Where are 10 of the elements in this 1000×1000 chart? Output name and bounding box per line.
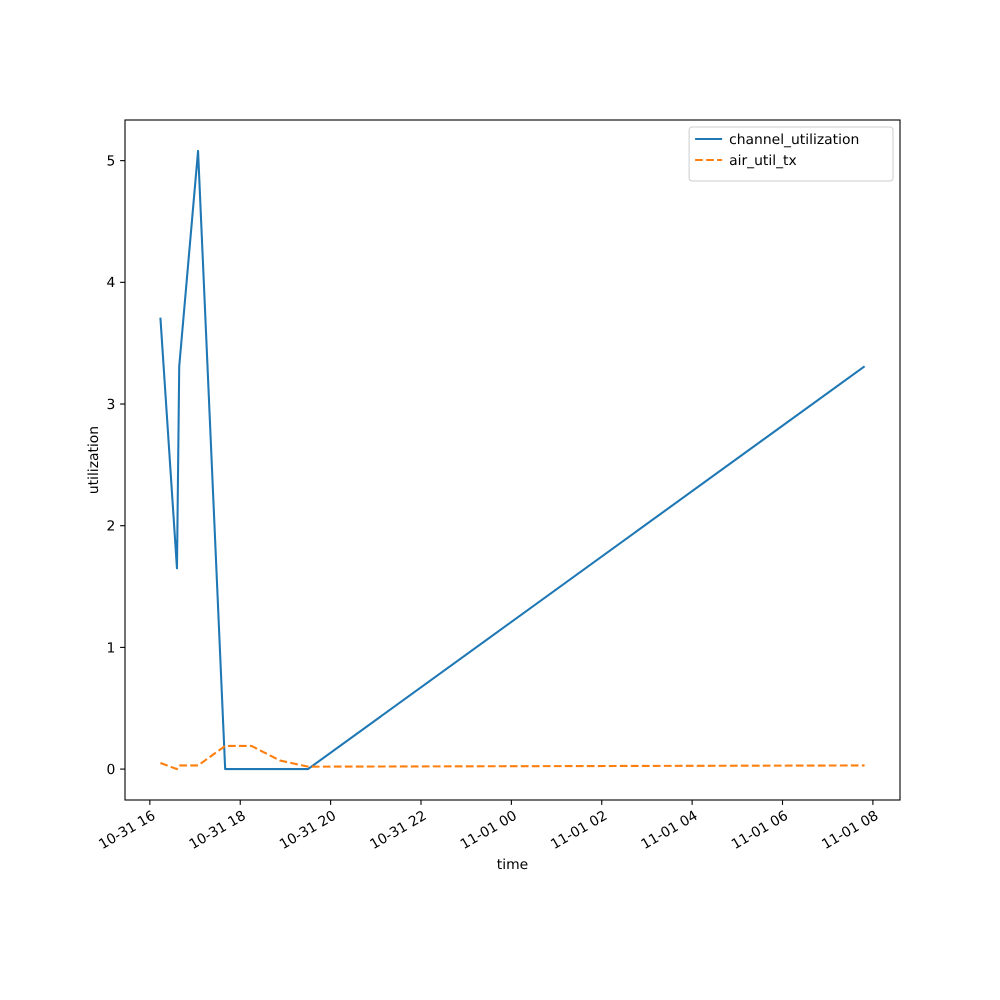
y-tick-label: 1 [106, 640, 116, 656]
y-tick-label: 3 [106, 396, 116, 413]
legend-label: channel_utilization [729, 132, 860, 148]
y-tick-label: 0 [106, 762, 116, 778]
x-axis-title: time [496, 857, 528, 873]
y-tick-label: 5 [106, 154, 116, 170]
legend-label: air_util_tx [729, 152, 797, 169]
y-axis-title: utilization [86, 426, 102, 494]
y-tick-label: 4 [106, 275, 116, 292]
y-tick-label: 2 [106, 518, 116, 535]
